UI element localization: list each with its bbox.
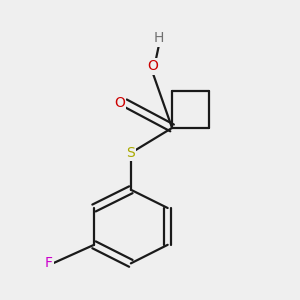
Text: F: F [45, 256, 53, 270]
Text: O: O [114, 96, 125, 110]
Text: S: S [127, 146, 135, 160]
Text: H: H [154, 32, 164, 46]
Text: O: O [148, 59, 158, 74]
